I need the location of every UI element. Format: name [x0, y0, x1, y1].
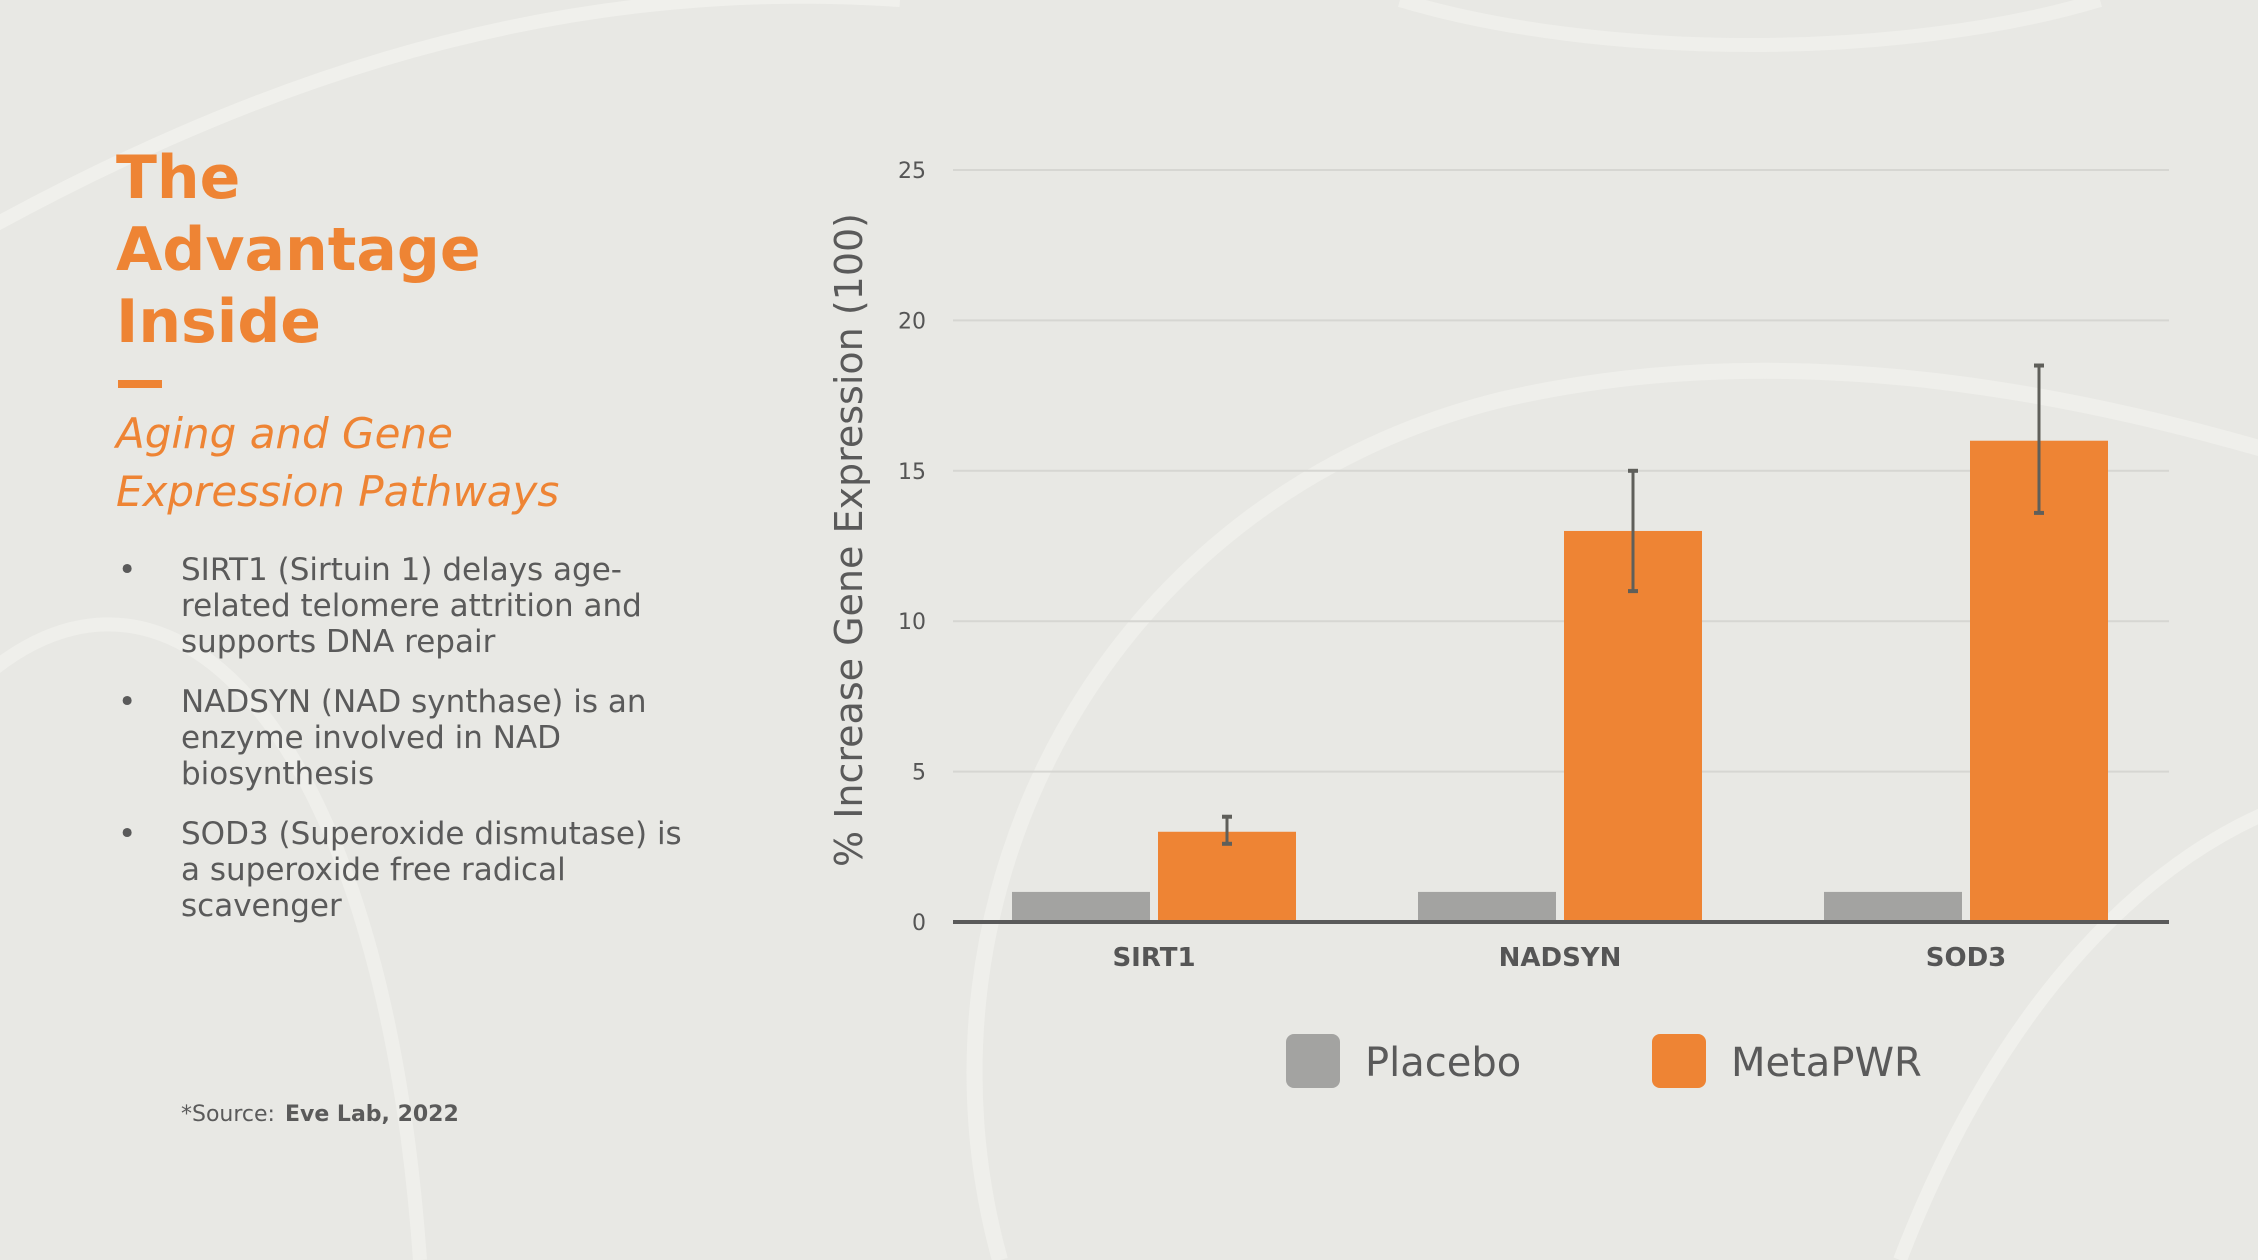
bullet-dot: •	[118, 684, 137, 720]
y-tick-label: 10	[898, 610, 926, 635]
bullet-list: • SIRT1 (Sirtuin 1) delays age-related te…	[118, 552, 698, 948]
legend-label: Placebo	[1365, 1040, 1521, 1086]
y-tick-label: 0	[912, 911, 926, 936]
bullet-dot: •	[118, 552, 137, 588]
bullet-item: • SIRT1 (Sirtuin 1) delays age-related te…	[118, 552, 698, 660]
source-value: Eve Lab, 2022	[284, 1102, 459, 1127]
legend-swatch-placebo	[1286, 1034, 1340, 1088]
bullet-text: SOD3 (Superoxide dismutase) is a superox…	[181, 816, 682, 924]
y-tick-label: 15	[898, 460, 926, 485]
bar-placebo-nadsyn	[1418, 891, 1556, 922]
bar-metapwr-sirt1	[1158, 831, 1296, 922]
x-tick-label: SIRT1	[1112, 943, 1195, 973]
bar-placebo-sirt1	[1012, 891, 1150, 922]
subtitle-line: Aging and Gene	[116, 409, 453, 458]
bullet-dot: •	[118, 816, 137, 852]
legend-label: MetaPWR	[1731, 1040, 1922, 1086]
legend-swatch-metapwr	[1652, 1034, 1706, 1088]
bar-metapwr-nadsyn	[1564, 530, 1702, 922]
title-line: The	[116, 143, 241, 213]
y-tick-label: 5	[912, 761, 926, 786]
title-underline	[118, 380, 162, 388]
slide-title: The Advantage Inside	[116, 142, 481, 358]
bar-metapwr-sod3	[1970, 440, 2108, 922]
y-tick-label: 20	[898, 309, 926, 334]
bullet-item: • SOD3 (Superoxide dismutase) is a supero…	[118, 816, 698, 924]
y-tick-label: 25	[898, 159, 926, 184]
title-line: Inside	[116, 287, 321, 357]
slide-subtitle: Aging and Gene Expression Pathways	[116, 405, 559, 521]
subtitle-line: Expression Pathways	[116, 467, 560, 516]
bullet-text: SIRT1 (Sirtuin 1) delays age-related tel…	[181, 552, 642, 660]
bar-placebo-sod3	[1824, 891, 1962, 922]
x-tick-label: NADSYN	[1499, 943, 1622, 973]
title-line: Advantage	[116, 215, 481, 285]
source-note: *Source: Eve Lab, 2022	[181, 1102, 459, 1127]
x-tick-label: SOD3	[1926, 943, 2007, 973]
bullet-item: • NADSYN (NAD synthase) is an enzyme invo…	[118, 684, 698, 792]
y-axis-label: % Increase Gene Expression (100)	[827, 213, 871, 867]
source-label: *Source:	[181, 1102, 275, 1127]
bullet-text: NADSYN (NAD synthase) is an enzyme invol…	[181, 684, 647, 792]
